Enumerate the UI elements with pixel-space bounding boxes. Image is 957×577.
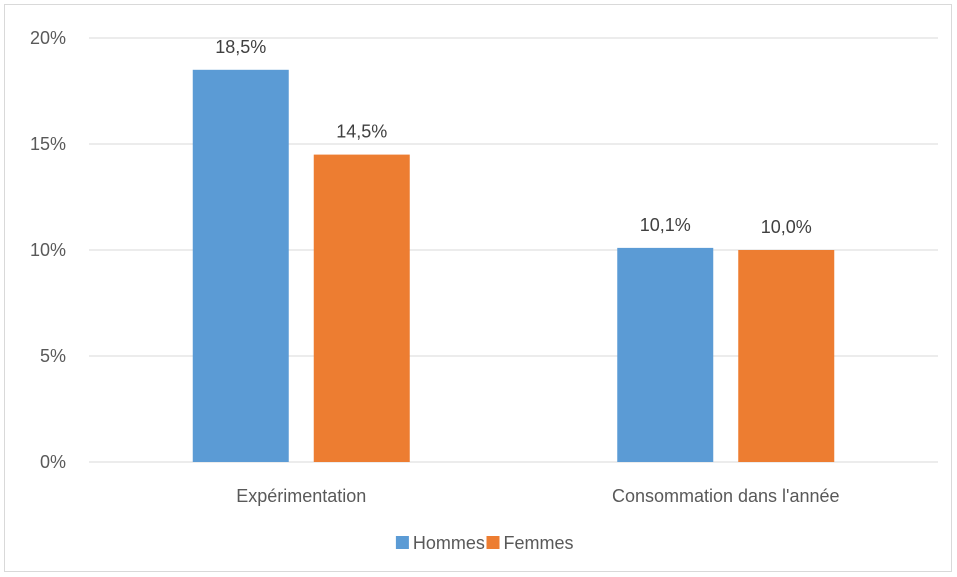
data-label: 10,1% (640, 215, 691, 235)
legend-label: Hommes (413, 533, 485, 553)
legend-swatch-hommes (395, 536, 409, 549)
legend-swatch-femmes (486, 536, 500, 549)
y-tick-label: 0% (40, 452, 66, 472)
bar-hommes (617, 247, 714, 462)
legend-label: Femmes (504, 533, 574, 553)
y-tick-label: 5% (40, 346, 66, 366)
data-label: 18,5% (215, 37, 266, 57)
x-category-label: Consommation dans l'année (612, 486, 840, 506)
x-category-label: Expérimentation (236, 486, 366, 506)
y-tick-label: 15% (30, 134, 66, 154)
data-label: 14,5% (336, 122, 387, 142)
y-tick-label: 10% (30, 240, 66, 260)
data-label: 10,0% (761, 217, 812, 237)
bar-femmes (313, 154, 410, 462)
y-tick-label: 20% (30, 28, 66, 48)
bar-femmes (738, 250, 835, 462)
bar-hommes (192, 69, 289, 463)
